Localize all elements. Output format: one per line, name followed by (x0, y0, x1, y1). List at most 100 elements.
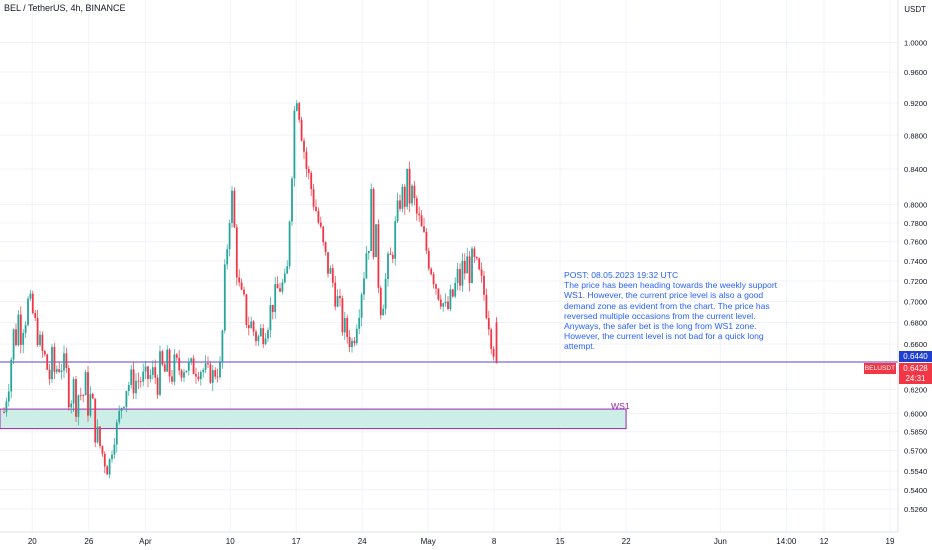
candle-body (276, 284, 279, 289)
candle-body (211, 370, 214, 383)
candle-body (70, 403, 73, 408)
candle-body (163, 364, 166, 372)
candle-body (22, 333, 25, 345)
candle-body (24, 324, 27, 334)
candle-body (411, 185, 413, 204)
candle-body (427, 250, 430, 269)
candle-body (403, 186, 406, 207)
candle-body (250, 321, 253, 329)
candle-body (135, 380, 137, 394)
candle-body (238, 277, 241, 283)
candle-body (487, 317, 490, 330)
candle-body (415, 198, 418, 214)
candle-body (420, 215, 423, 227)
y-tick-label: 0.7200 (904, 277, 927, 286)
candle-body (19, 314, 22, 345)
candle-body (471, 248, 473, 283)
candle-body (475, 257, 478, 259)
candle-body (351, 340, 353, 348)
countdown-tag: 24:31 (899, 373, 932, 384)
y-tick-label: 0.7400 (904, 257, 927, 266)
candle-body (41, 334, 44, 352)
candle-body (149, 374, 152, 379)
grid-lines (0, 0, 898, 532)
ws1-zone[interactable] (0, 408, 627, 430)
y-tick-label: 0.6200 (904, 386, 927, 395)
candle-body (463, 260, 466, 274)
candle-body (43, 351, 46, 355)
candle-body (123, 406, 125, 409)
analysis-note[interactable]: POST: 08.05.2023 19:32 UTC The price has… (564, 270, 778, 352)
y-tick-label: 0.5260 (904, 505, 927, 514)
y-tick-label: 0.5400 (904, 486, 927, 495)
candle-body (430, 268, 433, 275)
candle-body (315, 206, 317, 211)
candle-body (372, 189, 375, 258)
candle-body (396, 200, 399, 222)
candle-body (341, 298, 344, 333)
candle-body (423, 226, 425, 232)
candle-body (154, 367, 157, 378)
candle-body (483, 275, 485, 295)
x-tick-label: May (421, 537, 436, 546)
candle-body (55, 369, 58, 372)
candle-body (168, 349, 171, 377)
candle-body (439, 299, 442, 307)
time-axis[interactable]: 20 26 Apr 10 17 24 May 8 15 22 Jun 14:00 12 19 (28, 537, 895, 546)
candle-body (51, 346, 53, 380)
candle-body (34, 313, 37, 318)
candle-body (39, 334, 41, 345)
candle-body (199, 372, 202, 380)
candle-body (435, 284, 437, 289)
candle-body (87, 372, 89, 416)
candle-body (353, 340, 356, 344)
candle-body (485, 294, 488, 318)
candle-body (192, 358, 195, 375)
x-tick-label: 14:00 (776, 537, 797, 546)
last-price-tag: 0.6428 (899, 363, 932, 374)
candle-body (339, 295, 341, 299)
candle-body (10, 359, 13, 392)
ws1-label: WS1 (611, 401, 630, 411)
candle-body (243, 289, 245, 295)
candle-body (377, 224, 380, 288)
candle-body (437, 288, 440, 300)
candle-body (473, 248, 476, 258)
candle-body (15, 329, 17, 346)
candle-body (228, 223, 231, 250)
candle-body (190, 358, 193, 362)
candle-body (399, 200, 401, 209)
candle-body (327, 252, 329, 274)
candle-body (84, 372, 87, 396)
candle-body (79, 395, 82, 397)
x-tick-label: 17 (292, 537, 301, 546)
candle-body (103, 453, 106, 467)
candle-body (245, 294, 248, 326)
candle-body (223, 264, 226, 331)
candle-body (231, 190, 233, 224)
candle-body (360, 294, 363, 318)
candle-body (329, 268, 332, 274)
candle-body (259, 328, 262, 337)
candle-body (480, 269, 483, 276)
y-tick-label: 0.6000 (904, 409, 927, 418)
candle-body (322, 226, 325, 243)
candle-body (67, 368, 70, 408)
candle-body (319, 222, 322, 227)
y-tick-label: 0.5700 (904, 447, 927, 456)
candle-body (298, 103, 301, 120)
candle-body (31, 293, 34, 314)
candle-body (89, 394, 92, 416)
level-price-tag: 0.6440 (899, 351, 932, 362)
candle-body (492, 348, 495, 357)
y-tick-label: 0.9600 (904, 68, 927, 77)
candle-body (447, 301, 449, 310)
candle-body (365, 253, 368, 279)
candle-body (127, 385, 130, 392)
candle-body (144, 366, 147, 372)
price-axis[interactable]: 1.0000 0.9600 0.9200 0.8800 0.8400 0.8000 0.78… (904, 38, 927, 513)
candle-body (295, 103, 298, 111)
x-tick-label: 10 (226, 537, 235, 546)
